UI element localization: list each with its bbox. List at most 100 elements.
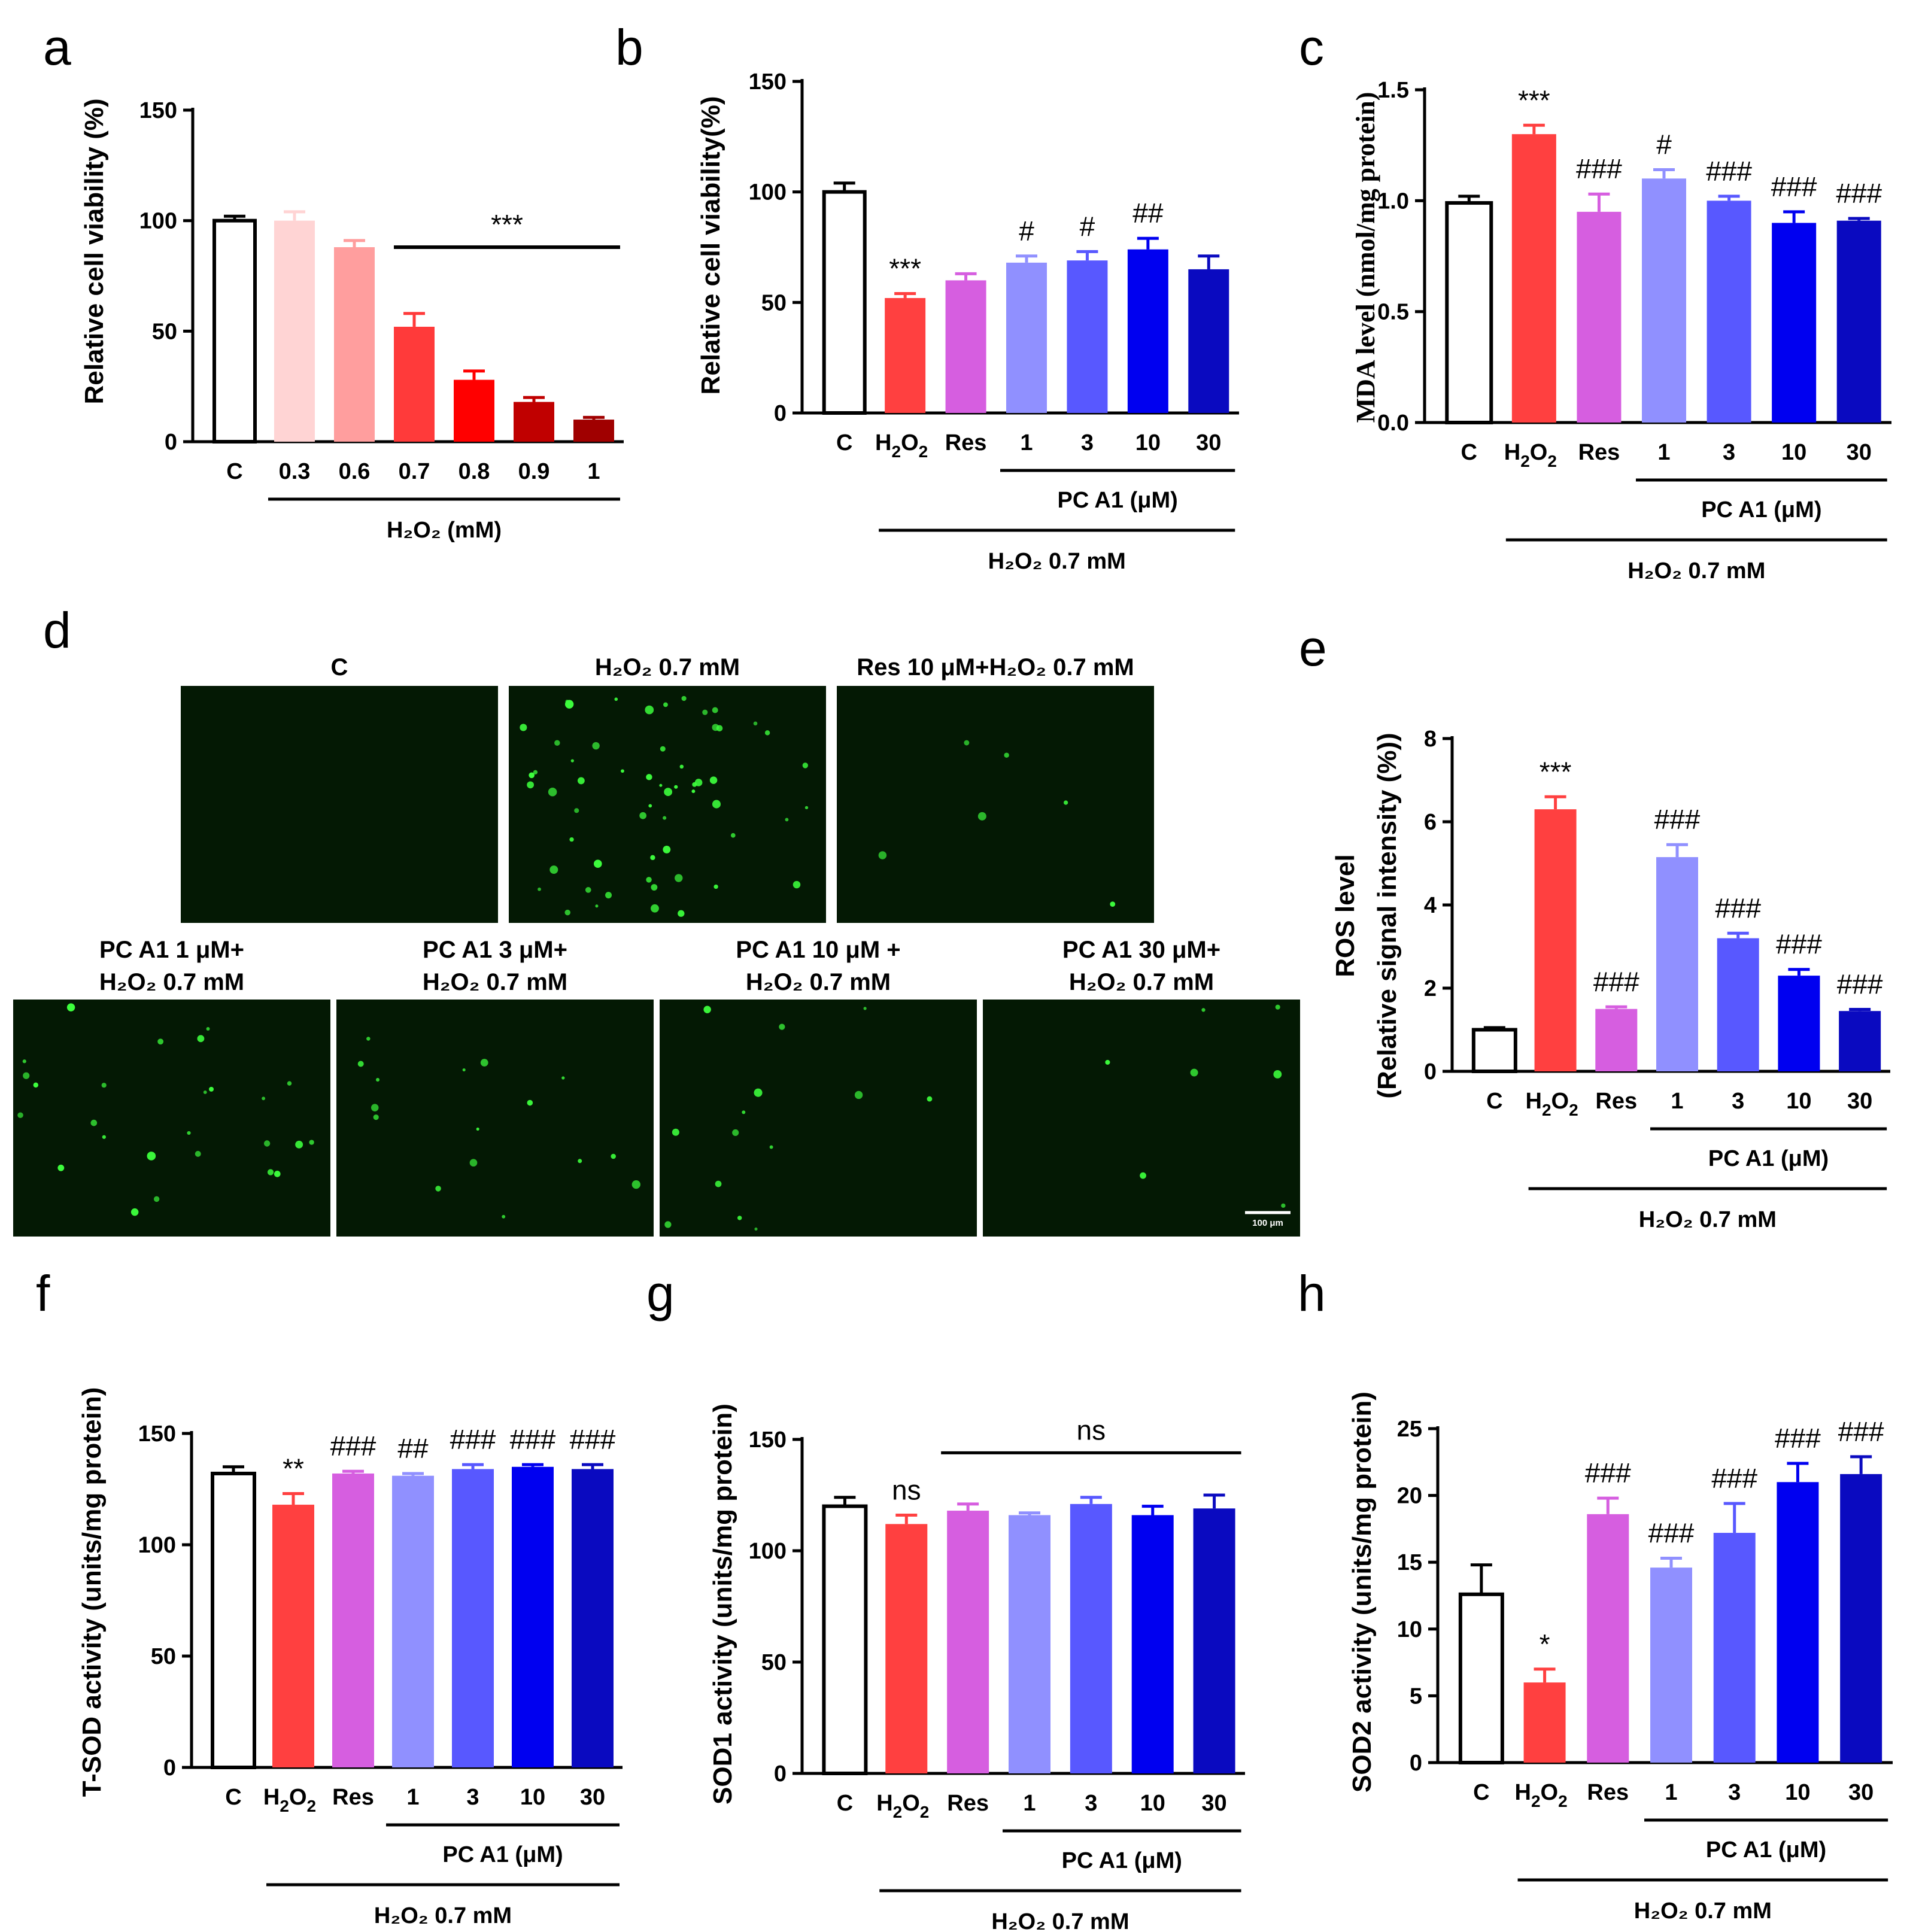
fluorescent-cell	[274, 1171, 281, 1177]
y-tick-label: 1.0	[1377, 189, 1409, 214]
y-tick-label: 50	[152, 319, 177, 344]
fluorescent-cell	[663, 816, 667, 820]
group-label-h2o2-07: H₂O₂ 0.7 mM	[988, 549, 1126, 574]
bar-e-2	[1595, 1008, 1638, 1071]
bar-b-6	[1188, 269, 1229, 413]
micrograph-image	[837, 686, 1154, 923]
x-tick-label: C	[226, 459, 242, 484]
x-tick-label: H2O2	[875, 430, 928, 461]
bar-e-6	[1839, 1011, 1881, 1071]
fluorescent-cell	[373, 1114, 379, 1120]
fluorescent-cell	[195, 1150, 201, 1157]
bar-c-2	[1577, 211, 1622, 423]
x-tick-label: C	[836, 430, 852, 455]
x-tick-label: Res	[947, 1791, 989, 1816]
x-tick-label: 0.9	[518, 459, 550, 484]
bar-h-2	[1587, 1514, 1629, 1763]
bar-e-1	[1534, 809, 1577, 1071]
significance-mark: ##	[1132, 198, 1164, 229]
y-tick-label: 0	[774, 1761, 787, 1787]
fluorescent-cell	[23, 1072, 30, 1079]
bar-c-5	[1772, 223, 1817, 423]
bar-h-6	[1840, 1474, 1882, 1763]
bar-e-4	[1717, 938, 1759, 1071]
bar-h-4	[1713, 1533, 1756, 1763]
panel-letter-d: d	[43, 602, 71, 658]
significance-mark: ###	[1775, 1423, 1821, 1454]
significance-mark: ###	[1648, 1518, 1695, 1549]
micrograph-tile-3: PC A1 1 μM+ H₂O₂ 0.7 mM	[13, 937, 330, 1237]
fluorescent-cell	[357, 1061, 364, 1067]
group-label-pc-a1: PC A1 (μM)	[1706, 1837, 1826, 1863]
x-tick-label: 10	[1781, 440, 1806, 465]
bar-g-1	[885, 1524, 928, 1773]
fluorescent-cell	[262, 1096, 266, 1101]
fluorescent-cell	[549, 865, 558, 874]
fluorescent-cell	[691, 789, 696, 794]
x-tick-label: 1	[406, 1785, 419, 1810]
x-tick-label: H2O2	[263, 1785, 316, 1815]
micrograph-tile-4: PC A1 3 μM+ H₂O₂ 0.7 mM	[336, 937, 654, 1237]
significance-mark: ###	[1715, 892, 1761, 924]
x-tick-label: Res	[1595, 1089, 1637, 1114]
bar-a-0	[212, 218, 257, 443]
y-tick-label: 10	[1397, 1617, 1422, 1642]
bar-c-6	[1836, 220, 1881, 423]
y-tick-label: 0.0	[1377, 411, 1409, 436]
fluorescent-cell	[646, 774, 652, 780]
significance-mark: ##	[397, 1433, 429, 1464]
x-tick-label: 1	[1657, 440, 1670, 465]
x-tick-label: 30	[580, 1785, 605, 1810]
fluorescent-cell	[664, 788, 673, 797]
fluorescent-cell	[209, 1086, 214, 1092]
y-axis-label: Relative cell viability (%)	[80, 98, 109, 404]
fluorescent-cell	[863, 1007, 867, 1010]
x-tick-label: 0.6	[339, 459, 371, 484]
fluorescent-cell	[578, 1159, 582, 1164]
bar-f-3	[392, 1475, 434, 1767]
significance-mark: *	[1540, 1629, 1550, 1660]
fluorescent-cell	[594, 859, 602, 868]
group-label-h2o2-07: H₂O₂ 0.7 mM	[1628, 558, 1765, 584]
fluorescent-cell	[753, 721, 758, 726]
panel-letter-f: f	[36, 1265, 50, 1322]
micrograph-title-line2: H₂O₂ 0.7 mM	[746, 969, 891, 995]
fluorescent-cell	[371, 1104, 379, 1111]
significance-mark: ###	[1711, 1463, 1757, 1494]
fluorescent-cell	[660, 746, 666, 752]
x-tick-label: 0.8	[459, 459, 490, 484]
micrograph-tile-0: C	[181, 654, 498, 923]
y-axis-label-2: (Relative signal intensity (%))	[1373, 733, 1402, 1098]
fluorescent-cell	[90, 1119, 98, 1126]
fluorescent-cell	[779, 1023, 785, 1030]
y-tick-label: 0	[165, 430, 177, 455]
fluorescent-cell	[712, 707, 718, 713]
y-tick-label: 2	[1424, 976, 1437, 1001]
micrograph-tile-6: PC A1 30 μM+ H₂O₂ 0.7 mM 100 μm	[983, 937, 1300, 1237]
micrograph-image	[336, 1000, 654, 1237]
fluorescent-cell	[130, 1208, 139, 1216]
fluorescent-cell	[737, 1216, 742, 1220]
fluorescent-cell	[480, 1059, 488, 1067]
fluorescent-cell	[639, 812, 646, 819]
bar-f-0	[211, 1471, 256, 1769]
fluorescent-cell	[206, 1027, 210, 1031]
bar-h-1	[1523, 1682, 1566, 1763]
fluorescent-cell	[564, 909, 570, 916]
panel-letter-c: c	[1299, 19, 1324, 75]
bar-b-0	[822, 190, 867, 415]
fluorescent-cell	[648, 804, 652, 808]
x-tick-label: H2O2	[876, 1791, 929, 1821]
bar-b-2	[945, 280, 986, 413]
fluorescent-cell	[33, 1082, 39, 1088]
fluorescent-cell	[664, 1221, 672, 1228]
bar-h-3	[1650, 1568, 1692, 1763]
significance-mark: ###	[1706, 156, 1752, 187]
x-tick-label: 1	[587, 459, 600, 484]
y-tick-label: 0	[1424, 1059, 1437, 1085]
micrograph-title: Res 10 μM+H₂O₂ 0.7 mM	[857, 654, 1134, 681]
fluorescent-cell	[538, 887, 541, 891]
y-tick-label: 20	[1397, 1484, 1422, 1509]
fluorescent-cell	[651, 904, 659, 913]
